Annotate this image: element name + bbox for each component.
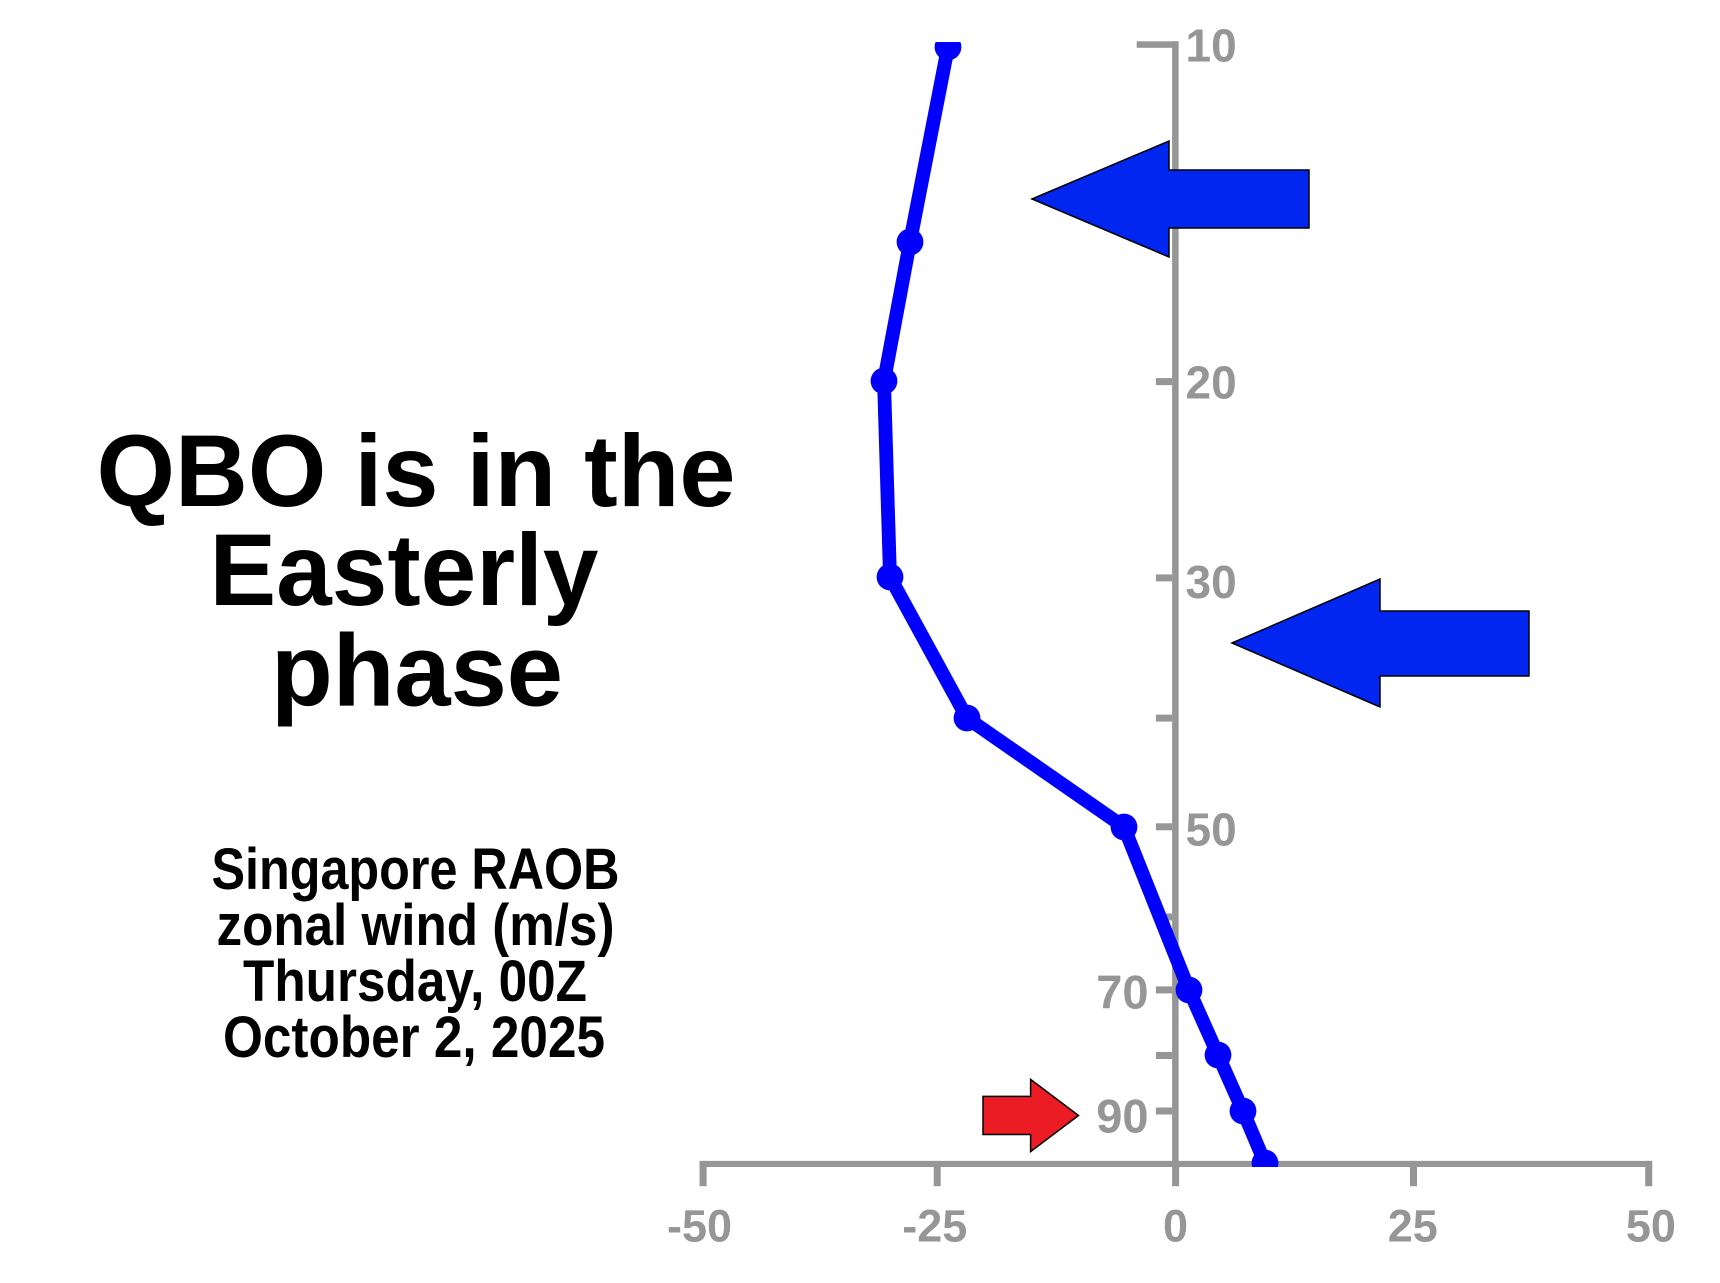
svg-text:October 2, 2025: October 2, 2025	[223, 1005, 605, 1070]
svg-text:0: 0	[1163, 1201, 1188, 1252]
svg-text:Thursday, 00Z: Thursday, 00Z	[243, 949, 587, 1014]
svg-text:phase: phase	[271, 614, 563, 728]
svg-text:25: 25	[1388, 1201, 1438, 1252]
svg-text:50: 50	[1626, 1201, 1676, 1252]
svg-text:70: 70	[1096, 965, 1148, 1018]
svg-text:20: 20	[1186, 356, 1237, 408]
svg-text:30: 30	[1186, 556, 1237, 608]
svg-text:QBO is in the: QBO is in the	[97, 414, 736, 528]
svg-text:-25: -25	[902, 1201, 967, 1252]
svg-text:Easterly: Easterly	[210, 513, 599, 627]
svg-text:zonal wind (m/s): zonal wind (m/s)	[217, 893, 615, 958]
svg-text:10: 10	[1186, 20, 1237, 72]
svg-text:50: 50	[1186, 804, 1237, 856]
svg-text:Singapore RAOB: Singapore RAOB	[212, 837, 620, 902]
svg-text:90: 90	[1096, 1090, 1148, 1143]
svg-text:-50: -50	[667, 1201, 732, 1252]
